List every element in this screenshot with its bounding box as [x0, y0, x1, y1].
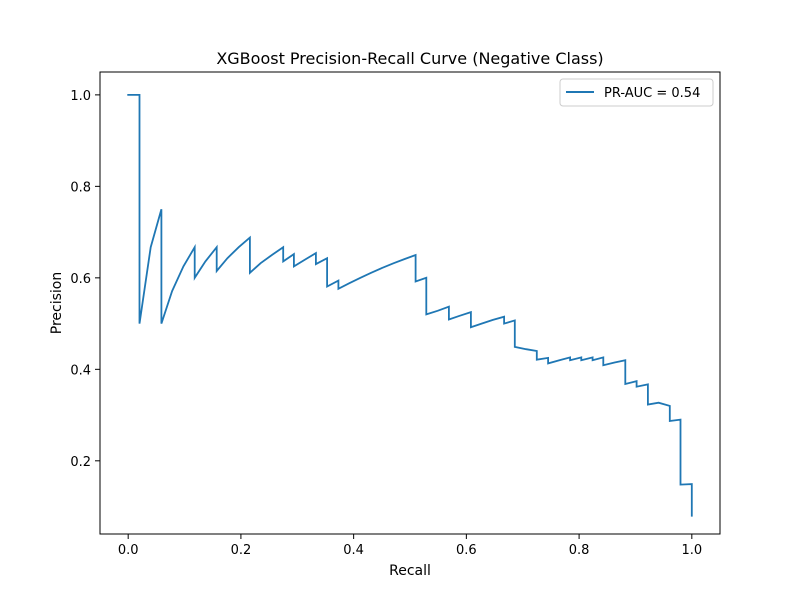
x-axis-ticks: 0.0 0.2 0.4 0.6 0.8 1.0 [118, 534, 702, 558]
y-tick-label: 0.2 [70, 455, 91, 470]
legend-label: PR-AUC = 0.54 [604, 86, 700, 101]
y-tick-label: 0.6 [70, 272, 91, 287]
y-axis-ticks: 0.2 0.4 0.6 0.8 1.0 [70, 89, 100, 470]
series-layer [127, 94, 693, 517]
legend-box [559, 78, 714, 107]
y-tick-label: 0.8 [70, 180, 91, 195]
legend: PR-AUC = 0.54 [559, 78, 714, 107]
y-tick-label: 1.0 [70, 89, 91, 104]
series-line [127, 94, 693, 517]
x-tick-label: 0.2 [231, 543, 252, 558]
x-tick-label: 0.0 [118, 543, 139, 558]
x-tick-label: 0.6 [456, 543, 477, 558]
chart-title: XGBoost Precision-Recall Curve (Negative… [216, 49, 603, 68]
x-tick-label: 0.8 [569, 543, 590, 558]
y-axis-label: Precision [49, 272, 65, 334]
x-axis-label: Recall [389, 563, 431, 579]
x-tick-label: 1.0 [681, 543, 702, 558]
y-tick-label: 0.4 [70, 363, 91, 378]
x-tick-label: 0.4 [343, 543, 364, 558]
plot-frame [99, 71, 721, 535]
